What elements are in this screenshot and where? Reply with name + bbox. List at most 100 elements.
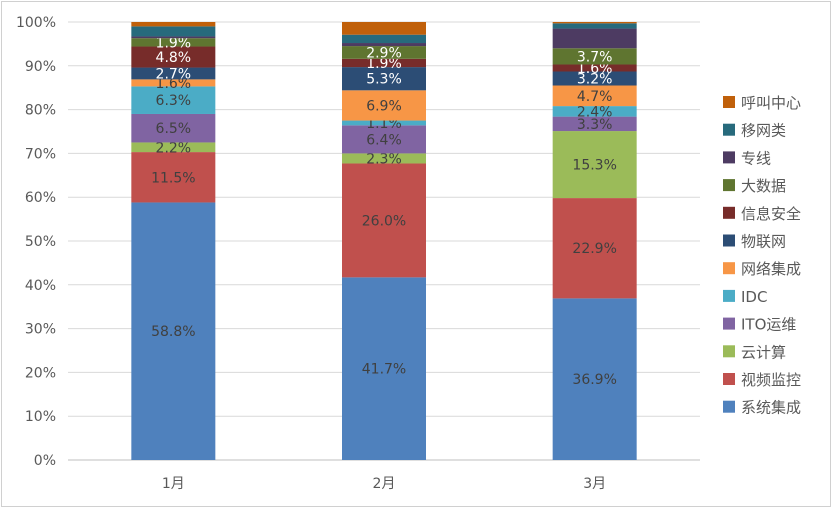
y-tick-label: 30% (25, 322, 56, 338)
bar-segment (131, 26, 216, 37)
y-tick-label: 20% (25, 365, 56, 381)
x-tick-label: 2月 (373, 476, 396, 492)
legend-label: 信息安全 (741, 205, 801, 223)
legend-swatch (723, 96, 735, 108)
bar-segment (552, 48, 637, 65)
legend-swatch (723, 234, 735, 247)
data-label: 11.5% (151, 170, 195, 186)
bar-segment (342, 277, 426, 460)
bar-segment (552, 298, 637, 460)
y-tick-label: 90% (25, 59, 56, 75)
data-label: 1.9% (366, 56, 402, 72)
data-label: 2.4% (577, 104, 613, 120)
bar-segment (131, 113, 216, 143)
y-tick-label: 60% (25, 190, 56, 206)
legend-label: 物联网 (741, 233, 786, 251)
legend-swatch (723, 123, 735, 136)
data-label: 1.6% (577, 61, 613, 77)
y-tick-label: 80% (25, 103, 56, 119)
legend-swatch (723, 400, 735, 413)
bar-segment (131, 202, 216, 460)
y-tick-label: 50% (25, 234, 56, 250)
bar-segment (552, 85, 637, 107)
legend-label: 大数据 (741, 177, 786, 195)
bar-segment (342, 163, 426, 278)
data-label: 3.2% (577, 72, 613, 88)
bar-segment (552, 64, 637, 72)
bar-segment (552, 131, 637, 199)
data-label: 36.9% (572, 372, 616, 388)
data-label: 6.5% (156, 121, 192, 137)
legend-swatch (723, 206, 735, 219)
data-label: 2.2% (156, 140, 192, 156)
data-label: 1.9% (156, 35, 192, 51)
data-label: 4.8% (156, 50, 192, 66)
legend-label: IDC (741, 288, 767, 306)
legend-label: 专线 (741, 149, 771, 167)
bar-segment (131, 79, 216, 87)
legend-label: 系统集成 (741, 399, 801, 417)
y-tick-label: 70% (25, 146, 56, 162)
x-tick-label: 3月 (583, 476, 606, 492)
bar-segment (552, 23, 637, 29)
legend-label: 移网类 (741, 122, 786, 140)
bar-segment (131, 38, 216, 47)
bar-segment (342, 46, 426, 59)
data-label: 41.7% (362, 362, 406, 378)
legend-swatch (723, 262, 735, 275)
bar-segment (552, 116, 637, 132)
data-label: 15.3% (572, 158, 616, 174)
data-label: 1.6% (156, 76, 192, 92)
legend-label: 呼叫中心 (741, 94, 801, 112)
bar-segment (131, 152, 216, 203)
bar-segment (342, 22, 426, 35)
legend-swatch (723, 345, 735, 358)
bar-segment (552, 22, 637, 24)
y-tick-label: 100% (16, 15, 56, 31)
bar-segment (552, 198, 637, 299)
bar-segment (552, 71, 637, 86)
bar-segment (342, 153, 426, 164)
data-label: 6.9% (366, 98, 402, 114)
y-tick-label: 40% (25, 278, 56, 294)
legend-swatch (723, 373, 735, 385)
x-axis: 1月 2月 3月 (162, 476, 606, 492)
bar-segment (131, 67, 216, 80)
data-label: 26.0% (362, 213, 406, 229)
data-label: 2.9% (366, 45, 402, 61)
bar-segment (131, 36, 216, 39)
bar-segment (342, 120, 426, 126)
bar-segment (552, 28, 637, 49)
data-label: 58.8% (151, 324, 195, 340)
bar-segment (342, 67, 426, 91)
bar-segment (131, 142, 216, 153)
legend-swatch (723, 289, 735, 302)
bar-segment (342, 34, 426, 44)
y-axis: 0% 10% 20% 30% 40% 50% 60% 70% 80% 90% 100% (16, 15, 56, 469)
bars: 58.8%11.5%2.2%6.5%6.3%1.6%2.7%4.8%1.9%41… (131, 22, 637, 460)
bar-segment (131, 22, 216, 27)
bar-segment (131, 46, 216, 68)
bar-segment (342, 90, 426, 121)
data-label: 3.7% (577, 49, 613, 65)
y-tick-label: 10% (25, 409, 56, 425)
legend-label: ITO运维 (741, 316, 796, 334)
bar-segment (342, 43, 426, 47)
legend-label: 视频监控 (741, 371, 801, 389)
legend-swatch (723, 179, 735, 192)
data-label: 4.7% (577, 89, 613, 105)
x-tick-label: 1月 (162, 476, 185, 492)
bar-segment (131, 86, 216, 114)
data-label: 2.7% (156, 66, 192, 82)
data-label: 5.3% (366, 72, 402, 88)
bar-segment (552, 106, 637, 117)
legend-swatch (723, 151, 735, 164)
data-label: 6.4% (366, 132, 402, 148)
bar-segment (342, 125, 426, 154)
legend-label: 网络集成 (741, 260, 801, 278)
data-label: 6.3% (156, 93, 192, 109)
data-label: 2.3% (366, 151, 402, 167)
